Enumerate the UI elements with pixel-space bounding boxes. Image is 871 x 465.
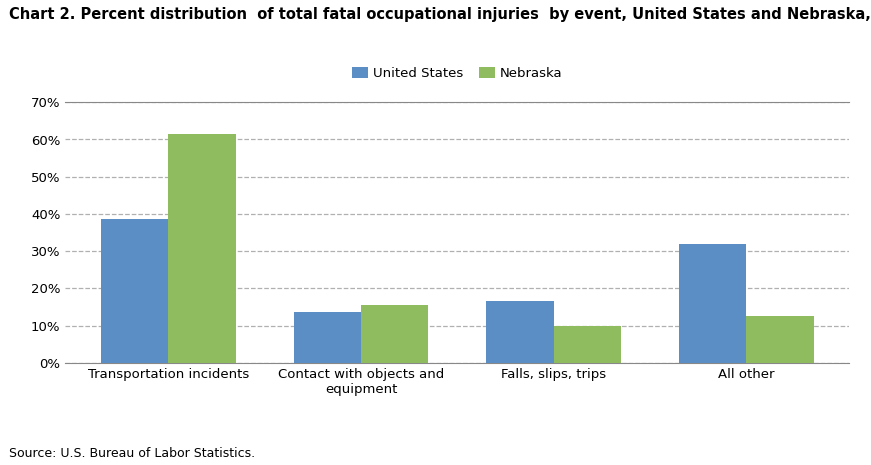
Bar [294, 312, 361, 363]
Bar [486, 301, 554, 363]
Text: Chart 2. Percent distribution  of total fatal occupational injuries  by event, U: Chart 2. Percent distribution of total f… [9, 7, 871, 22]
Text: Source: U.S. Bureau of Labor Statistics.: Source: U.S. Bureau of Labor Statistics. [9, 447, 255, 460]
Bar [746, 316, 814, 363]
Bar [101, 219, 168, 363]
Bar [168, 134, 236, 363]
Bar [554, 326, 621, 363]
Legend: United States, Nebraska: United States, Nebraska [347, 62, 568, 86]
Bar [361, 305, 429, 363]
Bar [679, 244, 746, 363]
